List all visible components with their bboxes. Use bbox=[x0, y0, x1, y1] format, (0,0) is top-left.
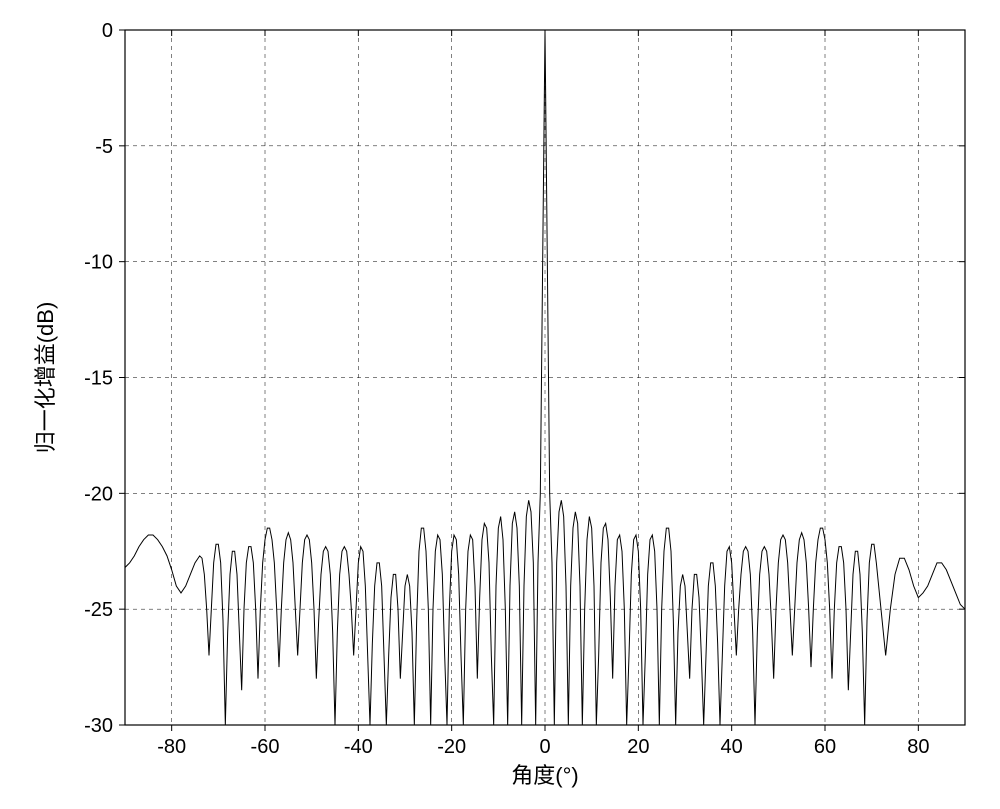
xtick-label: 40 bbox=[721, 736, 743, 758]
xtick-label: 20 bbox=[627, 736, 649, 758]
ytick-label: -25 bbox=[84, 599, 113, 621]
x-axis-label: 角度(°) bbox=[511, 763, 578, 788]
ytick-label: -10 bbox=[84, 252, 113, 274]
xtick-label: -20 bbox=[437, 736, 466, 758]
xtick-label: 80 bbox=[907, 736, 929, 758]
ytick-label: -30 bbox=[84, 715, 113, 737]
ytick-label: 0 bbox=[102, 20, 113, 42]
xtick-label: -40 bbox=[344, 736, 373, 758]
chart-svg: -80 -60 -40 -20 0 20 40 60 80 -30 -25 -20 -15 -10 -5 0 角… bbox=[0, 0, 1000, 809]
xtick-label: -60 bbox=[251, 736, 280, 758]
y-axis-label: 归一化增益(dB) bbox=[33, 302, 58, 454]
ytick-label: -15 bbox=[84, 368, 113, 390]
beam-pattern-chart: -80 -60 -40 -20 0 20 40 60 80 -30 -25 -20 -15 -10 -5 0 角… bbox=[0, 0, 1000, 809]
ytick-label: -20 bbox=[84, 483, 113, 505]
xtick-label: 0 bbox=[539, 736, 550, 758]
ytick-label: -5 bbox=[95, 136, 113, 158]
xtick-label: 60 bbox=[814, 736, 836, 758]
xtick-label: -80 bbox=[157, 736, 186, 758]
